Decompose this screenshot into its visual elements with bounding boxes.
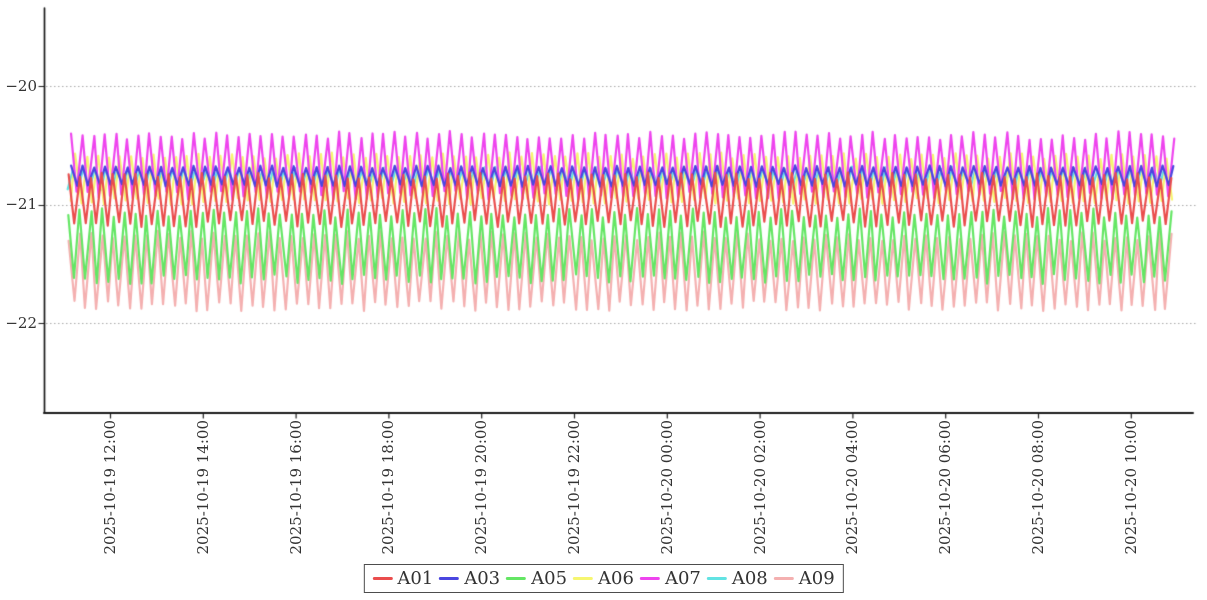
legend-label-a07: A07 bbox=[664, 568, 701, 589]
legend-swatch-a03 bbox=[439, 577, 460, 580]
legend-item-a08: A08 bbox=[706, 568, 768, 589]
x-tick-label: 2025-10-19 18:00 bbox=[379, 420, 397, 555]
legend-item-a09: A09 bbox=[773, 568, 835, 589]
x-tick-label: 2025-10-20 04:00 bbox=[843, 420, 861, 555]
y-tick-label: −21 bbox=[5, 195, 37, 213]
chart-legend: A01 A03 A05 A06 A07 A08 A09 bbox=[363, 564, 844, 593]
legend-label-a03: A03 bbox=[464, 568, 501, 589]
legend-swatch-a09 bbox=[773, 577, 794, 580]
legend-label-a08: A08 bbox=[731, 568, 768, 589]
x-tick-label: 2025-10-19 14:00 bbox=[194, 420, 212, 555]
legend-label-a09: A09 bbox=[798, 568, 835, 589]
legend-label-a01: A01 bbox=[397, 568, 434, 589]
x-tick-label: 2025-10-20 06:00 bbox=[936, 420, 954, 555]
legend-swatch-a07 bbox=[639, 577, 660, 580]
legend-swatch-a01 bbox=[372, 577, 393, 580]
legend-item-a06: A06 bbox=[573, 568, 634, 589]
legend-item-a03: A03 bbox=[439, 568, 500, 589]
legend-label-a05: A05 bbox=[531, 568, 568, 589]
legend-item-a01: A01 bbox=[372, 568, 433, 589]
x-tick-label: 2025-10-20 02:00 bbox=[751, 420, 769, 555]
legend-swatch-a06 bbox=[573, 577, 594, 580]
x-tick-label: 2025-10-19 22:00 bbox=[565, 420, 583, 555]
x-tick-label: 2025-10-20 00:00 bbox=[658, 420, 676, 555]
x-tick-label: 2025-10-19 20:00 bbox=[472, 420, 490, 555]
legend-item-a05: A05 bbox=[506, 568, 567, 589]
legend-item-a07: A07 bbox=[639, 568, 701, 589]
y-tick-label: −22 bbox=[5, 314, 37, 332]
x-tick-label: 2025-10-20 08:00 bbox=[1029, 420, 1047, 555]
legend-swatch-a08 bbox=[706, 577, 727, 580]
x-tick-label: 2025-10-20 10:00 bbox=[1122, 420, 1140, 555]
y-tick-label: −20 bbox=[5, 77, 37, 95]
legend-swatch-a05 bbox=[506, 577, 527, 580]
x-tick-label: 2025-10-19 12:00 bbox=[101, 420, 119, 555]
legend-label-a06: A06 bbox=[598, 568, 634, 589]
x-tick-label: 2025-10-19 16:00 bbox=[287, 420, 305, 555]
